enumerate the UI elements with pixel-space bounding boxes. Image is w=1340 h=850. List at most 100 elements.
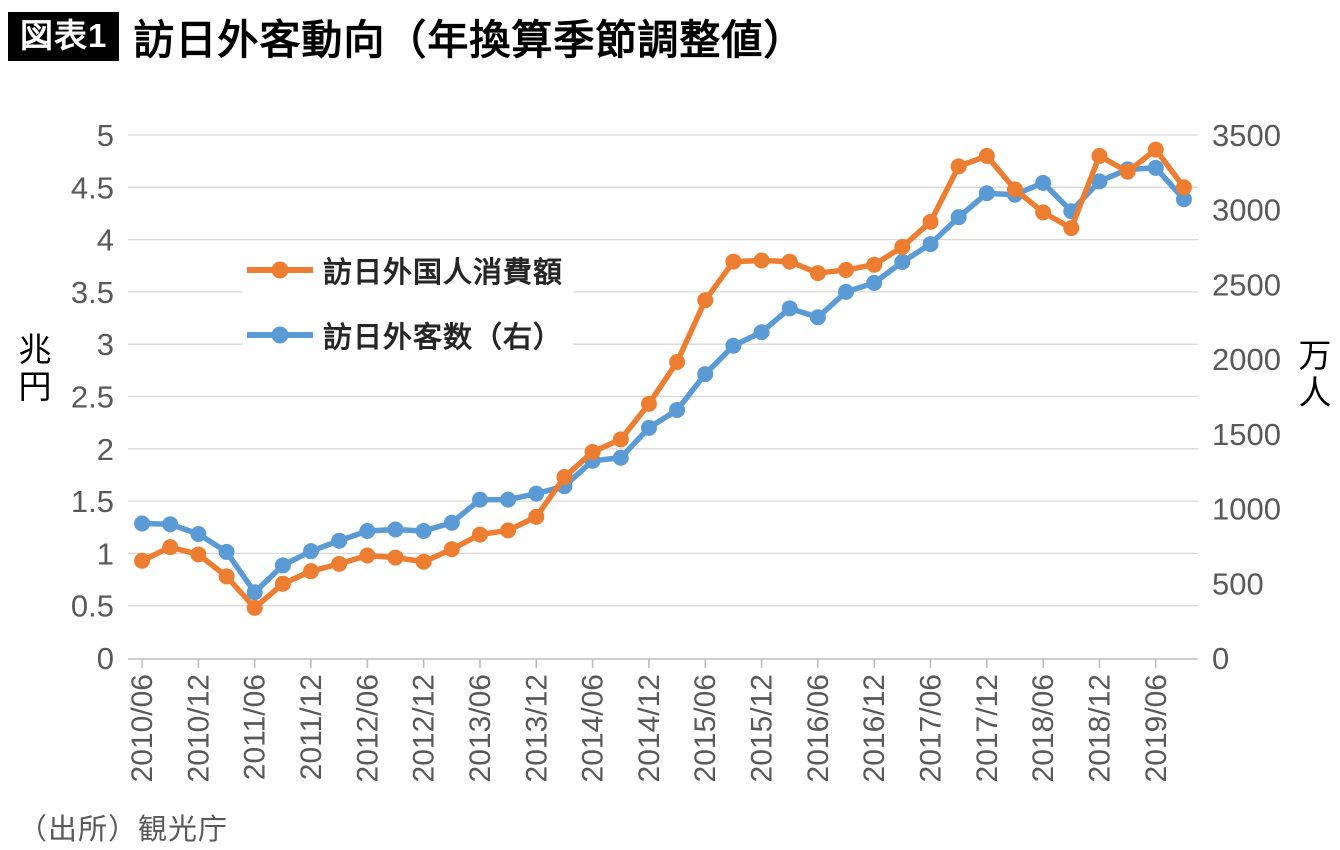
y-axis-tick-label-left: 3.5 (71, 275, 114, 310)
data-point-marker (500, 491, 517, 508)
legend-item-consumption: 訪日外国人消費額 (243, 246, 574, 294)
data-point-marker (1175, 179, 1192, 196)
data-point-marker (753, 324, 770, 341)
data-point-marker (1035, 174, 1052, 191)
y-axis-tick-label-left: 0.5 (71, 589, 114, 624)
series-line (139, 146, 1187, 611)
x-axis-tick-label: 2012/12 (408, 674, 441, 782)
x-axis-tick-label: 2014/12 (633, 674, 666, 782)
legend-marker-visitors-icon (247, 326, 313, 344)
data-point-marker (640, 395, 657, 412)
data-point-marker (359, 547, 376, 564)
data-point-marker (838, 261, 855, 278)
x-axis-tick-label: 2019/06 (1140, 674, 1173, 782)
data-point-marker (500, 522, 517, 539)
x-axis-tick-label: 2012/06 (351, 674, 384, 782)
y-axis-tick-label-left: 1 (97, 536, 114, 571)
data-point-marker (528, 485, 545, 502)
x-axis-tick-label: 2013/06 (464, 674, 497, 782)
data-point-marker (950, 158, 967, 175)
data-point-marker (303, 543, 320, 560)
data-point-marker (331, 532, 348, 549)
data-point-marker (669, 353, 686, 370)
x-axis-tick-label: 2014/06 (577, 674, 610, 782)
x-axis-tick-label: 2013/12 (520, 674, 553, 782)
data-point-marker (894, 254, 911, 271)
data-point-marker (640, 419, 657, 436)
y-axis-tick-label-left: 4.5 (71, 170, 114, 205)
x-axis-tick-label: 2015/06 (689, 674, 722, 782)
data-point-marker (922, 213, 939, 230)
source-note: （出所）観光庁 (18, 814, 229, 846)
data-point-marker (612, 431, 629, 448)
y-axis-tick-label-right: 3500 (1212, 118, 1281, 153)
x-axis-tick-label: 2018/12 (1083, 674, 1116, 782)
data-point-marker (1119, 163, 1136, 180)
data-point-marker (190, 546, 207, 563)
y-axis-tick-label-left: 4 (97, 223, 114, 258)
data-point-marker (387, 549, 404, 566)
data-point-marker (978, 147, 995, 164)
y-axis-tick-label-left: 1.5 (71, 484, 114, 519)
left-axis-unit: 兆円 (14, 332, 51, 406)
data-point-marker (950, 209, 967, 226)
data-point-marker (1147, 159, 1164, 176)
y-axis-tick-label-left: 2.5 (71, 380, 114, 415)
x-axis-tick-label: 2017/06 (915, 674, 948, 782)
data-point-marker (781, 253, 798, 270)
x-axis-tick-label: 2011/06 (239, 674, 272, 780)
x-axis-tick-label: 2018/06 (1027, 674, 1060, 782)
data-point-marker (1006, 181, 1023, 198)
data-point-marker (894, 238, 911, 255)
x-axis-tick-label: 2010/12 (182, 674, 215, 782)
data-point-marker (443, 514, 460, 531)
data-point-marker (303, 563, 320, 580)
legend-label-visitors: 訪日外客数（右） (323, 322, 564, 354)
data-point-marker (415, 522, 432, 539)
y-axis-tick-label-right: 2000 (1212, 342, 1281, 377)
data-point-marker (218, 543, 235, 560)
legend-marker-consumption-icon (247, 261, 313, 279)
data-point-marker (443, 541, 460, 558)
y-axis-tick-label-left: 2 (97, 432, 114, 467)
data-point-marker (809, 309, 826, 326)
x-axis-tick-label: 2010/06 (126, 674, 159, 782)
data-point-marker (162, 539, 179, 556)
data-point-marker (1091, 173, 1108, 190)
data-point-marker (838, 283, 855, 300)
y-axis-tick-label-right: 3000 (1212, 193, 1281, 228)
data-point-marker (274, 575, 291, 592)
x-axis-tick-label: 2016/12 (858, 674, 891, 782)
data-point-marker (866, 274, 883, 291)
data-point-marker (556, 469, 573, 486)
right-axis-unit: 万人 (1294, 338, 1331, 412)
data-point-marker (809, 265, 826, 282)
y-axis-tick-label-left: 0 (97, 641, 114, 676)
data-point-marker (725, 337, 742, 354)
y-axis-tick-label-left: 3 (97, 327, 114, 362)
data-point-marker (922, 236, 939, 253)
y-axis-tick-label-left: 5 (97, 118, 114, 153)
figure-badge: 図表1 (8, 11, 120, 61)
data-point-marker (331, 555, 348, 572)
data-point-marker (697, 292, 714, 309)
data-point-marker (415, 553, 432, 570)
data-point-marker (866, 256, 883, 273)
data-point-marker (162, 516, 179, 533)
data-point-marker (528, 508, 545, 525)
data-point-marker (359, 522, 376, 539)
page-title: 訪日外客動向（年換算季節調整値） (133, 17, 806, 63)
data-point-marker (753, 252, 770, 269)
y-axis-tick-label-right: 0 (1212, 641, 1229, 676)
data-point-marker (1175, 191, 1192, 208)
data-point-marker (584, 443, 601, 460)
data-point-marker (134, 552, 151, 569)
data-point-marker (387, 521, 404, 538)
data-point-marker (1091, 147, 1108, 164)
x-axis-tick-label: 2017/12 (971, 674, 1004, 782)
y-axis-tick-label-right: 1500 (1212, 417, 1281, 452)
x-axis-tick-label: 2016/06 (802, 674, 835, 782)
data-point-marker (697, 366, 714, 383)
data-point-marker (1147, 141, 1164, 158)
